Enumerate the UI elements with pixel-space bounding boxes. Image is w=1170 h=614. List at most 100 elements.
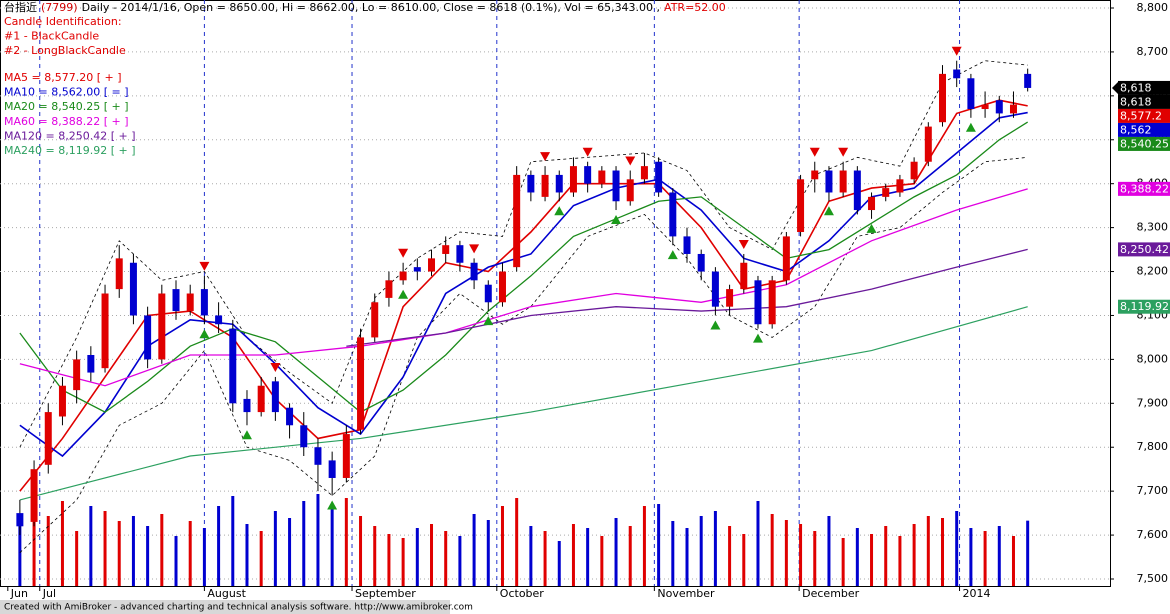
y-tick-label: 8,300	[1137, 221, 1169, 234]
volume-bar	[131, 516, 135, 586]
volume-bar	[18, 526, 22, 586]
volume-bar	[941, 518, 945, 586]
volume-bar	[657, 504, 661, 586]
volume-bar	[288, 518, 292, 586]
title-part: ATR=52.00	[664, 1, 726, 14]
volume-bar	[103, 511, 107, 586]
candle-body	[598, 170, 606, 184]
legend-entry: MA5 = 8,577.20 [ + ]	[4, 71, 122, 84]
volume-bar	[359, 516, 363, 586]
volume-bar	[75, 531, 79, 586]
candle-body	[456, 245, 464, 263]
candle-body	[839, 170, 847, 193]
candle-body	[144, 315, 152, 360]
volume-bar	[1026, 520, 1030, 586]
candle-body	[484, 284, 492, 303]
candle-body	[655, 161, 663, 193]
volume-bar	[997, 526, 1001, 586]
sell-signal	[838, 147, 849, 157]
volume-bar	[472, 514, 476, 586]
candle-body	[413, 267, 421, 272]
volume-bar	[486, 520, 490, 586]
candle-body	[371, 302, 379, 338]
candle-body	[342, 434, 350, 478]
candle-body	[995, 100, 1003, 114]
candle-body	[569, 166, 577, 193]
volume-bar	[642, 506, 646, 586]
buy-signal	[554, 206, 565, 216]
volume-bar	[586, 528, 590, 586]
volume-bar	[884, 526, 888, 586]
candle-body	[527, 174, 535, 193]
volume-bar	[742, 534, 746, 586]
volume-bar	[770, 514, 774, 586]
footer-bg	[0, 600, 450, 614]
price-tag	[1118, 80, 1170, 95]
candle-body	[768, 280, 776, 325]
price-tag	[1118, 94, 1170, 109]
volume-bar	[89, 506, 93, 586]
candle-body	[868, 196, 876, 211]
buy-signal	[710, 320, 721, 330]
candle-body	[200, 289, 208, 316]
legend-entry: MA60 = 8,388.22 [ + ]	[4, 115, 129, 128]
candle-body	[58, 385, 66, 417]
candle-body	[243, 398, 251, 413]
volume-bar	[316, 494, 320, 586]
volume-bar	[756, 501, 760, 586]
buy-signal	[241, 430, 252, 440]
price-tag	[1118, 242, 1170, 257]
price-tag	[1118, 181, 1170, 196]
candle-body	[328, 460, 336, 478]
candle-body	[740, 262, 748, 290]
volume-bar	[671, 521, 675, 586]
candle-body	[498, 271, 506, 303]
volume-bar	[32, 491, 36, 586]
buy-signal	[667, 250, 678, 260]
candle-body	[101, 293, 109, 369]
x-tick-label: September	[355, 587, 416, 600]
volume-bar	[273, 511, 277, 586]
candle-body	[30, 469, 38, 522]
price-tag	[1118, 136, 1170, 151]
price-tag	[1118, 299, 1170, 314]
volume-bar	[330, 508, 334, 586]
title-part: 台指近	[4, 0, 37, 14]
y-tick-label: 7,800	[1137, 440, 1169, 453]
volume-bar	[344, 498, 348, 586]
candle-body	[16, 513, 24, 527]
annotation: #1 - BlackCandle	[4, 30, 99, 43]
ma-line	[346, 248, 1028, 347]
title-part: (7799)	[41, 1, 78, 14]
candle-body	[314, 447, 322, 465]
candle-body	[1009, 104, 1017, 114]
buy-signal	[327, 500, 338, 510]
candle-body	[1024, 73, 1032, 88]
volume-bar	[188, 521, 192, 586]
volume-bar	[969, 528, 973, 586]
legend-entry: MA120 = 8,250.42 [ + ]	[4, 129, 136, 142]
plot-frame	[0, 0, 1111, 587]
y-tick-label: 7,900	[1137, 396, 1169, 409]
candle-body	[385, 280, 393, 298]
candle-body	[711, 271, 719, 307]
sell-signal	[582, 147, 593, 157]
price-tag	[1118, 122, 1170, 137]
y-tick-label: 8,800	[1137, 1, 1169, 14]
buy-signal	[866, 223, 877, 233]
footer: Created with AmiBroker - advanced charti…	[4, 603, 473, 613]
sell-signal	[270, 362, 281, 372]
chart-title: 台指近 (7799) Daily - 2014/1/16, Open = 8650.…	[4, 0, 726, 14]
candle-body	[981, 104, 989, 110]
volume-bar	[444, 531, 448, 586]
volume-bar	[870, 534, 874, 586]
candle-body	[158, 293, 166, 360]
sell-signal	[625, 156, 636, 166]
buy-signal	[398, 289, 409, 299]
candle-body	[229, 328, 237, 404]
candle-body	[357, 337, 365, 430]
volume-bar	[231, 496, 235, 586]
price-tag-label: 8,119.92	[1120, 300, 1169, 313]
y-tick-label: 8,700	[1137, 45, 1169, 58]
